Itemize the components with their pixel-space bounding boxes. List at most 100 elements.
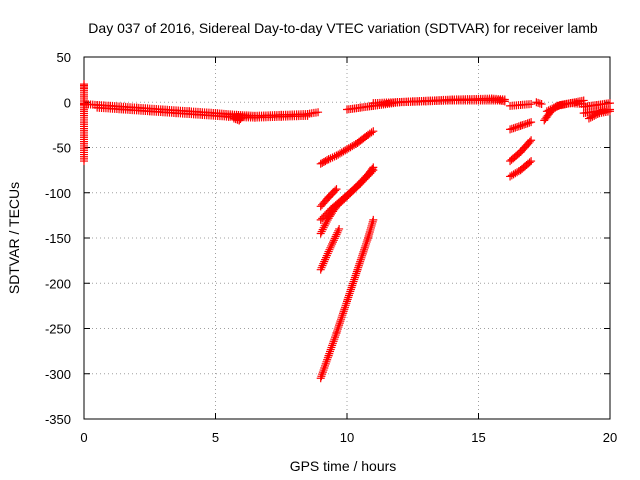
data-point <box>321 219 330 228</box>
data-point <box>356 257 365 266</box>
data-point <box>606 99 614 108</box>
data-point <box>330 152 339 161</box>
chart-title: Day 037 of 2016, Sidereal Day-to-day VTE… <box>88 20 598 36</box>
data-point <box>352 269 361 278</box>
data-point <box>320 221 329 230</box>
data-point <box>593 110 602 119</box>
data-point <box>340 305 349 314</box>
data-point <box>325 349 334 358</box>
data-point <box>525 158 534 167</box>
data-point <box>509 124 518 133</box>
data-point <box>328 341 337 350</box>
data-point <box>332 230 341 239</box>
y-tick-label: 50 <box>57 50 71 65</box>
data-point <box>525 118 534 127</box>
data-point <box>325 245 334 254</box>
data-point <box>591 110 600 119</box>
data-point <box>359 247 368 256</box>
data-point <box>319 366 328 375</box>
data-point <box>345 289 354 298</box>
data-point <box>323 156 332 165</box>
data-point <box>348 279 357 288</box>
data-point <box>318 370 327 379</box>
x-axis-label: GPS time / hours <box>290 458 397 474</box>
data-point <box>318 225 327 234</box>
data-point <box>335 224 344 233</box>
data-point <box>337 315 346 324</box>
data-point <box>349 277 358 286</box>
data-point <box>333 325 342 334</box>
data-point <box>357 253 366 262</box>
data-point <box>527 136 536 145</box>
data-point <box>319 223 328 232</box>
y-tick-label: -150 <box>45 231 71 246</box>
data-point <box>360 245 369 254</box>
data-point <box>317 372 326 381</box>
data-point <box>303 111 312 120</box>
data-point <box>527 100 536 109</box>
data-point <box>527 118 536 127</box>
data-point <box>361 241 370 250</box>
data-point <box>332 329 341 338</box>
data-point <box>324 351 333 360</box>
data-point <box>362 239 371 248</box>
y-tick-label: 0 <box>64 95 71 110</box>
data-point <box>520 120 529 129</box>
data-point <box>367 128 376 137</box>
data-point <box>330 335 339 344</box>
data-point <box>317 227 326 236</box>
data-point <box>321 253 330 262</box>
data-point <box>518 121 527 130</box>
data-point <box>513 122 522 131</box>
data-point <box>511 123 520 132</box>
data-point <box>328 238 337 247</box>
data-point <box>586 113 595 122</box>
data-point <box>329 337 338 346</box>
x-tick-label: 15 <box>471 430 485 445</box>
data-point <box>334 226 343 235</box>
x-tick-label: 10 <box>340 430 354 445</box>
data-point <box>588 112 597 121</box>
data-point <box>544 106 553 115</box>
data-point <box>333 228 342 237</box>
data-point <box>236 114 245 123</box>
data-point <box>353 265 362 274</box>
data-point <box>525 137 534 146</box>
data-point <box>346 285 355 294</box>
x-tick-label: 5 <box>212 430 219 445</box>
data-point <box>523 119 532 128</box>
data-point <box>331 186 340 195</box>
data-point <box>321 359 330 368</box>
data-point <box>328 240 337 249</box>
axis-ticks: 0 5 10 15 20 50 0 -50 -100 -150 -200 -250 -300 -350 <box>45 50 617 445</box>
data-point <box>326 345 335 354</box>
data-point <box>342 299 351 308</box>
data-point <box>323 249 332 258</box>
data-point <box>322 357 331 366</box>
data-point <box>326 347 335 356</box>
data-point <box>551 102 560 111</box>
data-point <box>360 243 369 252</box>
y-axis-label: SDTVAR / TECUs <box>6 182 22 294</box>
data-point <box>343 295 352 304</box>
data-point <box>535 99 544 108</box>
x-tick-label: 0 <box>80 430 87 445</box>
data-point <box>317 263 326 272</box>
data-point <box>322 251 331 260</box>
data-point <box>347 283 356 292</box>
data-point <box>316 229 325 238</box>
data-point <box>606 107 614 116</box>
data-point <box>327 241 336 250</box>
data-point <box>339 307 348 316</box>
y-tick-label: -300 <box>45 367 71 382</box>
data-point <box>320 363 329 372</box>
data-point <box>352 267 361 276</box>
data-point <box>319 259 328 268</box>
data-point <box>542 107 551 116</box>
data-point <box>343 297 351 306</box>
data-point <box>324 155 333 164</box>
data-point <box>323 353 332 362</box>
data-point <box>338 311 347 320</box>
data-point <box>534 98 543 107</box>
data-point <box>537 100 546 109</box>
